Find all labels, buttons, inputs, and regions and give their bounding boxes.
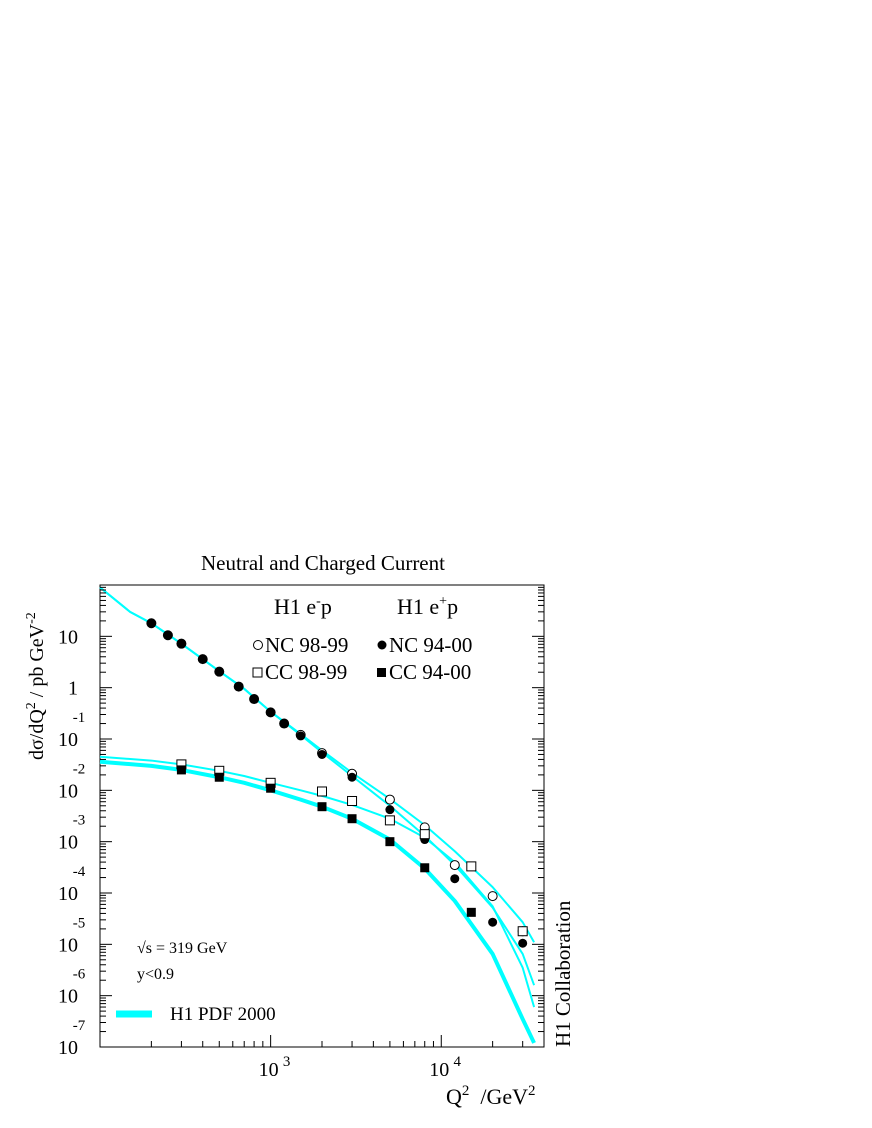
legend-label-cc-94-00: CC 94-00 (389, 660, 471, 684)
legend-label-cc-98-99: CC 98-99 (265, 660, 347, 684)
data-point-cc-94-00 (214, 772, 224, 782)
legend-label-nc-98-99: NC 98-99 (265, 633, 348, 657)
y-tick-label: 10 (58, 986, 78, 1008)
model-curve (99, 759, 536, 1044)
y-tick-label: 10 (58, 1037, 78, 1059)
data-points (146, 618, 528, 948)
data-point-cc-98-99 (317, 786, 327, 797)
data-point-nc-94-00 (317, 749, 327, 759)
y-tick-label: 1 (68, 678, 78, 700)
y-axis-title: dσ/dQ2 / pb GeV-2 (24, 612, 48, 760)
data-point-nc-98-99 (487, 891, 498, 902)
data-point-cc-98-99 (419, 829, 430, 840)
x-tick-labels: 10 3 10 4 (259, 1054, 462, 1081)
axis-ticks (99, 586, 545, 1048)
data-point-nc-94-00 (176, 639, 186, 649)
y-tick-label: 10 (58, 883, 78, 905)
data-point-cc-98-99 (466, 861, 477, 872)
data-point-nc-94-00 (385, 805, 395, 815)
data-point-nc-98-99 (449, 860, 460, 871)
legend-marker-open-circle (253, 640, 263, 650)
legend: H1 e-p H1 e+p NC 98-99 CC 98-99 NC 94-00… (252, 594, 472, 684)
legend-marker-filled-circle (377, 640, 387, 650)
legend-header-eplus: H1 e+p (397, 594, 458, 619)
data-point-cc-98-99 (347, 795, 358, 806)
data-point-cc-94-00 (420, 863, 430, 873)
data-point-cc-94-00 (385, 837, 395, 847)
data-point-nc-98-99 (384, 794, 395, 805)
legend-header-eminus: H1 e-p (274, 594, 332, 619)
y-tick-label-exponent: -7 (73, 1018, 86, 1034)
annotation-sqrt-s: √s = 319 GeV (137, 940, 228, 957)
y-tick-labels: 10 1 10 -1 10 -2 10 -3 10 -4 10 -5 10 -6 10 -7 (58, 626, 86, 1059)
data-point-nc-94-00 (518, 938, 528, 948)
y-tick-label: 10 (58, 832, 78, 854)
data-point-cc-94-00 (466, 907, 476, 917)
data-point-nc-94-00 (234, 682, 244, 692)
x-tick-label: 10 (429, 1059, 449, 1081)
y-tick-label-exponent: -6 (73, 967, 86, 983)
chart-title: Neutral and Charged Current (201, 551, 445, 575)
legend-label-nc-94-00: NC 94-00 (389, 633, 472, 657)
data-point-cc-94-00 (347, 814, 357, 824)
data-point-nc-94-00 (488, 917, 498, 927)
data-point-nc-94-00 (146, 618, 156, 628)
annotation-y-cut: y<0.9 (137, 966, 174, 983)
x-tick-label-exponent: 3 (283, 1054, 291, 1070)
y-tick-label-exponent: -1 (73, 710, 86, 726)
y-tick-label: 10 (58, 626, 78, 648)
data-point-cc-98-99 (384, 815, 395, 826)
model-legend-label: H1 PDF 2000 (170, 1004, 276, 1025)
data-point-nc-94-00 (266, 707, 276, 717)
y-tick-label-exponent: -5 (73, 915, 86, 931)
data-point-nc-94-00 (279, 719, 289, 729)
y-tick-label: 10 (58, 780, 78, 802)
y-tick-label-exponent: -3 (73, 813, 86, 829)
data-point-nc-94-00 (163, 630, 173, 640)
y-tick-label-exponent: -4 (73, 864, 86, 880)
data-point-nc-94-00 (214, 667, 224, 677)
data-point-nc-94-00 (296, 731, 306, 741)
data-point-nc-94-00 (198, 654, 208, 664)
data-point-cc-94-00 (266, 783, 276, 793)
data-point-nc-94-00 (450, 874, 460, 884)
data-point-nc-94-00 (347, 772, 357, 782)
x-tick-label: 10 (259, 1059, 279, 1081)
x-tick-label-exponent: 4 (454, 1054, 462, 1070)
legend-marker-open-square (252, 667, 263, 678)
data-point-cc-94-00 (317, 802, 327, 812)
y-tick-label-exponent: -2 (73, 761, 86, 777)
data-point-cc-98-99 (517, 926, 528, 937)
x-axis-title: Q2 /GeV2 (446, 1083, 536, 1109)
data-point-nc-94-00 (249, 694, 259, 704)
legend-marker-filled-square (377, 668, 386, 677)
y-tick-label: 10 (58, 729, 78, 751)
data-point-cc-94-00 (176, 765, 186, 775)
y-tick-label: 10 (58, 934, 78, 956)
side-label: H1 Collaboration (551, 900, 575, 1047)
